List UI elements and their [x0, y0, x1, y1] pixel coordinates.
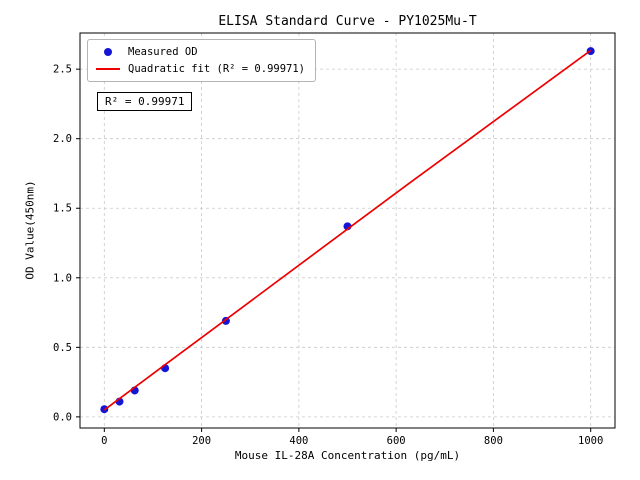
y-tick-label: 0.5	[53, 342, 72, 354]
y-tick-label: 2.5	[53, 64, 72, 76]
series-group	[100, 47, 595, 414]
x-tick-label: 800	[484, 435, 503, 447]
r-squared-annotation: R² = 0.99971	[97, 92, 193, 111]
fit-line	[103, 49, 592, 411]
y-tick-label: 1.0	[53, 272, 72, 284]
legend-entry-measured-od: Measured OD	[96, 46, 305, 58]
y-tick-label: 1.5	[53, 203, 72, 215]
legend-label-measured-od: Measured OD	[128, 46, 198, 58]
fit-line-marker-icon	[96, 68, 120, 70]
x-tick-label: 1000	[578, 435, 603, 447]
measured-od-marker-icon	[104, 48, 112, 56]
x-tick-label: 200	[192, 435, 211, 447]
x-tick-label: 0	[101, 435, 107, 447]
chart-title: ELISA Standard Curve - PY1025Mu-T	[218, 14, 477, 29]
axes-border	[79, 32, 616, 429]
x-axis-label: Mouse IL-28A Concentration (pg/mL)	[234, 449, 461, 462]
y-tick-label: 2.0	[53, 133, 72, 145]
y-axis-label: OD Value(450nm)	[23, 180, 37, 280]
legend-entry-quadratic-fit: Quadratic fit (R² = 0.99971)	[96, 63, 305, 75]
y-tick-label: 0.0	[53, 411, 72, 423]
x-tick-label: 400	[289, 435, 308, 447]
legend: Measured OD Quadratic fit (R² = 0.99971)	[87, 39, 317, 82]
axis-ticks: 0 200 400 600 800 1000 0.0 0.5 1.0 1.5 2.0 2.5	[53, 64, 603, 447]
grid-lines	[80, 33, 615, 428]
x-tick-label: 600	[387, 435, 406, 447]
legend-label-quadratic-fit: Quadratic fit (R² = 0.99971)	[128, 63, 306, 75]
